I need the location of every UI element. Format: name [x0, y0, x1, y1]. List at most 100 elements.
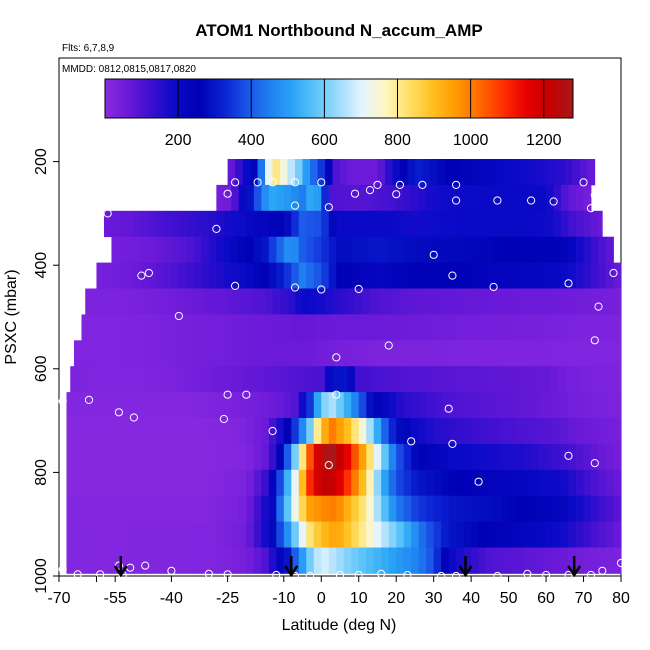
- sample-point: [231, 281, 240, 290]
- x-tick-label: -55: [104, 590, 127, 607]
- colorbar-segment: [304, 79, 309, 118]
- colorbar-fill: [105, 79, 574, 118]
- heatmap-cell: [261, 495, 270, 523]
- heatmap-cell: [257, 366, 266, 393]
- heatmap-cell: [133, 469, 142, 497]
- heatmap-cell: [343, 495, 352, 523]
- heatmap-cell: [411, 521, 420, 548]
- heatmap-cell: [118, 210, 127, 238]
- heatmap-cell: [246, 443, 255, 471]
- heatmap-cell: [351, 340, 360, 367]
- heatmap-cell: [141, 236, 150, 264]
- heatmap-cell: [591, 262, 599, 289]
- heatmap-cell: [396, 184, 405, 212]
- heatmap-cell: [141, 443, 150, 471]
- heatmap-cell: [516, 521, 524, 548]
- heatmap-cell: [103, 521, 112, 548]
- heatmap-cell: [549, 288, 558, 315]
- marker-arrows: [113, 556, 582, 578]
- heatmap-cell: [137, 366, 146, 393]
- heatmap-cell: [561, 210, 569, 238]
- heatmap-cell: [516, 340, 524, 367]
- heatmap-cell: [564, 159, 573, 186]
- heatmap-cell: [613, 392, 622, 419]
- heatmap-cell: [591, 340, 599, 367]
- heatmap-cell: [73, 418, 82, 445]
- sample-point: [418, 180, 427, 189]
- heatmap-cell: [148, 418, 157, 445]
- heatmap-cell: [486, 236, 495, 264]
- heatmap-cell: [223, 184, 232, 212]
- heatmap-cell: [306, 547, 315, 574]
- sample-point: [212, 224, 221, 233]
- heatmap-cell: [411, 236, 420, 264]
- colorbar-segment: [563, 79, 568, 118]
- heatmap-cell: [216, 443, 225, 471]
- heatmap-cell: [70, 366, 79, 393]
- heatmap-cell: [441, 236, 450, 264]
- colorbar-segment: [423, 79, 427, 118]
- heatmap-cell: [182, 288, 191, 315]
- heatmap-cell: [261, 443, 270, 471]
- heatmap-cell: [583, 314, 592, 341]
- heatmap-cell: [602, 366, 611, 393]
- colorbar-segment: [404, 79, 409, 118]
- heatmap-cell: [73, 340, 82, 367]
- heatmap-cell: [403, 547, 412, 574]
- heatmap-cell: [508, 495, 517, 523]
- colorbar-segment: [226, 79, 231, 118]
- heatmap-cell: [591, 418, 599, 445]
- heatmap-cell: [163, 418, 172, 445]
- colorbar-segment: [329, 79, 334, 118]
- colorbar-segment: [142, 79, 147, 118]
- heatmap-cell: [295, 288, 303, 315]
- colorbar-segment: [488, 79, 493, 118]
- heatmap-cell: [186, 521, 195, 548]
- heatmap-cell: [478, 262, 487, 289]
- heatmap-cell: [373, 210, 382, 238]
- heatmap-cell: [403, 495, 412, 523]
- heatmap-cell: [531, 469, 539, 497]
- heatmap-cell: [242, 159, 251, 186]
- colorbar-segment: [382, 79, 387, 118]
- sample-point: [474, 477, 483, 486]
- heatmap-cell: [553, 469, 562, 497]
- heatmap-cell: [163, 521, 172, 548]
- heatmap-cell: [107, 366, 116, 393]
- heatmap-cell: [501, 210, 509, 238]
- heatmap-cell: [238, 210, 247, 238]
- heatmap-cell: [583, 184, 592, 212]
- x-tick-label: 80: [612, 590, 630, 607]
- colorbar-segment: [516, 79, 521, 118]
- heatmap-cell: [512, 366, 521, 393]
- sample-point: [58, 565, 67, 574]
- heatmap-cell: [381, 521, 390, 548]
- heatmap-cell: [433, 418, 442, 445]
- heatmap-cell: [306, 392, 315, 419]
- heatmap-cell: [111, 236, 120, 264]
- heatmap-cell: [145, 288, 154, 315]
- heatmap-cell: [332, 366, 341, 393]
- heatmap-cell: [141, 547, 150, 574]
- heatmap-cell: [598, 418, 607, 445]
- colorbar-segment: [557, 79, 562, 118]
- heatmap-cell: [223, 418, 232, 445]
- heatmap-cell: [96, 314, 105, 341]
- heatmap-cell: [291, 236, 300, 264]
- heatmap-cell: [568, 469, 577, 497]
- heatmap-cell: [568, 314, 577, 341]
- heatmap-cell: [231, 521, 240, 548]
- heatmap-cell: [171, 469, 180, 497]
- heatmap-cell: [493, 340, 502, 367]
- heatmap-cell: [246, 495, 255, 523]
- heatmap-cell: [366, 184, 375, 212]
- colorbar-segment: [167, 79, 172, 118]
- heatmap-cell: [148, 314, 157, 341]
- heatmap-cell: [163, 262, 172, 289]
- heatmap-cell: [594, 366, 603, 393]
- heatmap-cell: [538, 521, 547, 548]
- heatmap-cell: [141, 314, 150, 341]
- colorbar-segment: [239, 79, 243, 118]
- heatmap-cell: [523, 314, 532, 341]
- heatmap-cell: [223, 495, 232, 523]
